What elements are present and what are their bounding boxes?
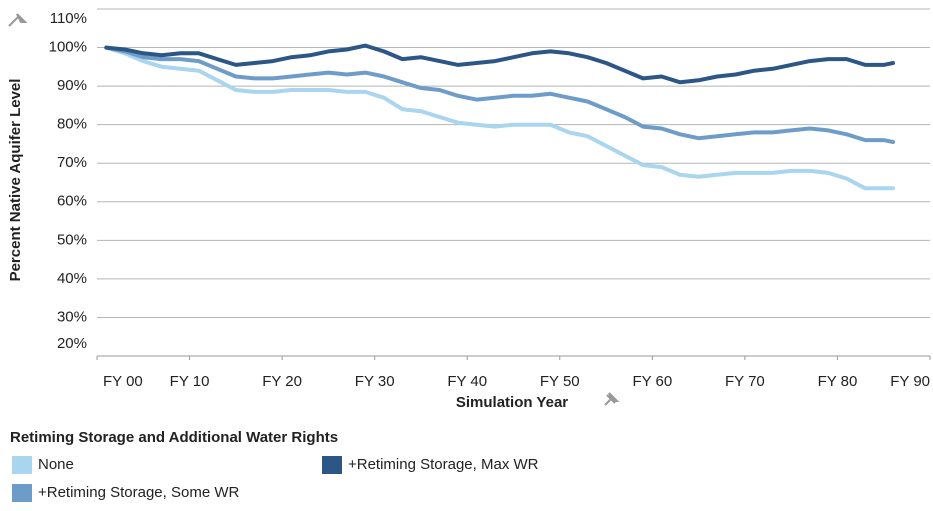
y-tick-label: 100% — [49, 39, 87, 56]
x-tick-label: FY 00 — [103, 373, 143, 390]
y-tick-label: 80% — [57, 116, 87, 133]
y-tick-label: 90% — [57, 77, 87, 94]
x-tick-label: FY 80 — [818, 373, 858, 390]
series-line — [104, 43, 895, 85]
legend-label[interactable]: None — [38, 456, 74, 473]
y-axis-label: Percent Native Aquifer Level — [7, 79, 24, 282]
y-tick-label: 60% — [57, 193, 87, 210]
legend-title: Retiming Storage and Additional Water Ri… — [10, 429, 338, 446]
legend-label[interactable]: +Retiming Storage, Max WR — [348, 456, 539, 473]
legend-swatch[interactable] — [12, 484, 32, 502]
x-tick-label: FY 20 — [262, 373, 302, 390]
y-tick-label: 50% — [57, 231, 87, 248]
y-tick-label: 70% — [57, 154, 87, 171]
x-tick-label: FY 90 — [890, 373, 930, 390]
y-tick-label: 110% — [50, 10, 87, 27]
series-line — [104, 45, 895, 191]
x-tick-label: FY 30 — [355, 373, 395, 390]
y-tick-label: 20% — [57, 335, 87, 352]
x-tick-label: FY 50 — [540, 373, 580, 390]
legend-swatch[interactable] — [322, 456, 342, 474]
x-tick-label: FY 40 — [447, 373, 487, 390]
x-tick-label: FY 70 — [725, 373, 765, 390]
x-tick-label: FY 60 — [632, 373, 672, 390]
series-line — [104, 45, 895, 144]
x-axis-label: Simulation Year — [456, 394, 568, 411]
y-tick-label: 30% — [57, 308, 87, 325]
pin-icon — [604, 392, 620, 406]
pin-icon — [8, 13, 28, 27]
x-tick-label: FY 10 — [170, 373, 210, 390]
legend-swatch[interactable] — [12, 456, 32, 474]
y-tick-label: 40% — [57, 270, 87, 287]
legend-label[interactable]: +Retiming Storage, Some WR — [38, 484, 239, 501]
